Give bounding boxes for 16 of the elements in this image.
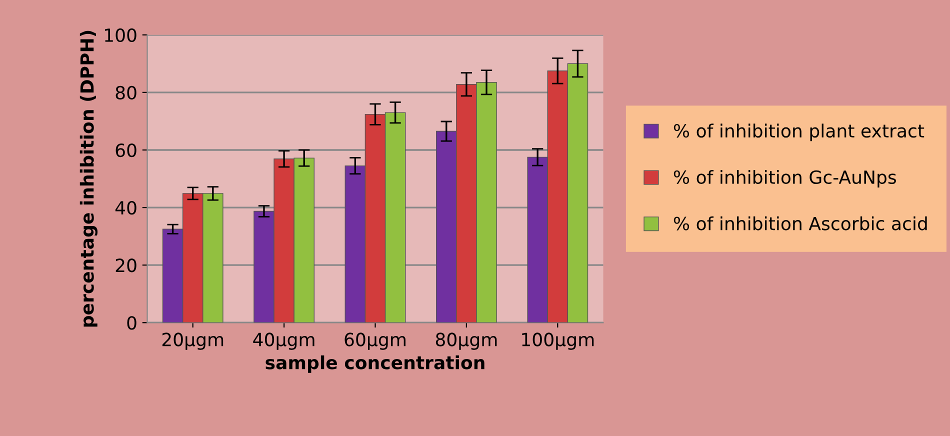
legend-label: % of inhibition Gc-AuNps xyxy=(674,170,896,188)
legend-label: % of inhibition plant extract xyxy=(674,124,924,142)
y-tick-label: 100 xyxy=(105,28,136,42)
y-axis-title: percentage inhibition (DPPH) xyxy=(80,30,98,327)
x-tick-label: 100µgm xyxy=(522,332,594,350)
y-tick-label: 60 xyxy=(116,143,136,158)
x-tick-label: 60µgm xyxy=(344,332,406,350)
y-tick-label: 0 xyxy=(127,316,136,330)
x-tick-label: 40µgm xyxy=(253,332,314,350)
x-tick-label: 20µgm xyxy=(162,332,224,350)
y-tick-label: 40 xyxy=(115,200,136,215)
legend-label: % of inhibition Ascorbic acid xyxy=(674,216,927,230)
x-tick-label: 80µgm xyxy=(436,332,497,350)
y-tick-label: 80 xyxy=(116,86,136,100)
x-axis-title: sample concentration xyxy=(266,355,484,373)
y-tick-label: 20 xyxy=(116,258,136,272)
